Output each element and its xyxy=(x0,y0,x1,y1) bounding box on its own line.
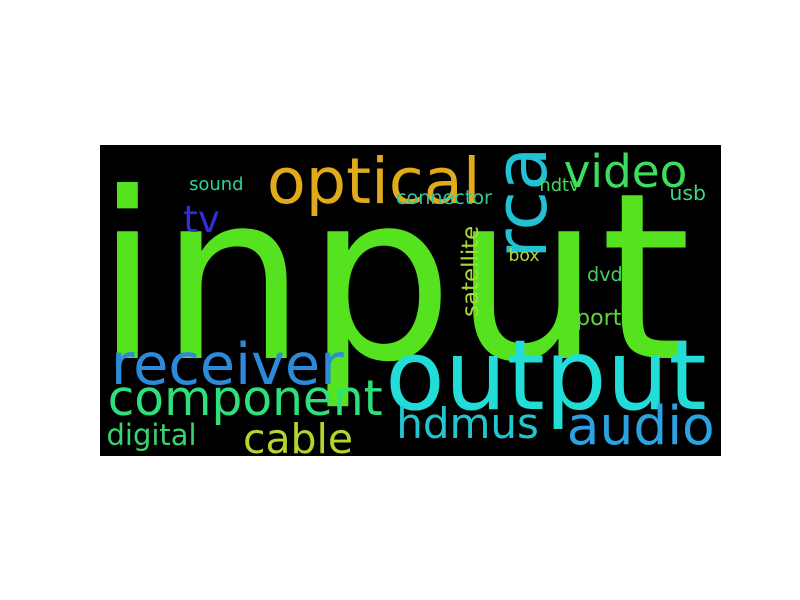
word-digital: digital xyxy=(106,418,197,452)
word-output: output xyxy=(385,318,707,433)
word-sound: sound xyxy=(189,174,244,195)
word-connector: connector xyxy=(396,185,492,209)
word-box: box xyxy=(508,246,540,266)
word-cloud: input output optical rca receiver compon… xyxy=(100,145,721,456)
word-tv: tv xyxy=(183,196,220,241)
word-cable: cable xyxy=(242,415,354,456)
word-satellite: satellite xyxy=(458,225,484,318)
word-dvd: dvd xyxy=(587,263,623,286)
word-component: component xyxy=(107,371,383,428)
word-port: port xyxy=(576,304,622,331)
word-hdtv: hdtv xyxy=(539,175,580,196)
word-input: input xyxy=(100,145,692,413)
word-receiver: receiver xyxy=(110,331,344,398)
word-hdmus: hdmus xyxy=(396,399,539,448)
word-rca: rca xyxy=(480,146,565,259)
word-usb: usb xyxy=(669,181,706,205)
word-video: video xyxy=(563,145,688,198)
word-optical: optical xyxy=(266,145,481,219)
word-audio: audio xyxy=(566,394,715,456)
